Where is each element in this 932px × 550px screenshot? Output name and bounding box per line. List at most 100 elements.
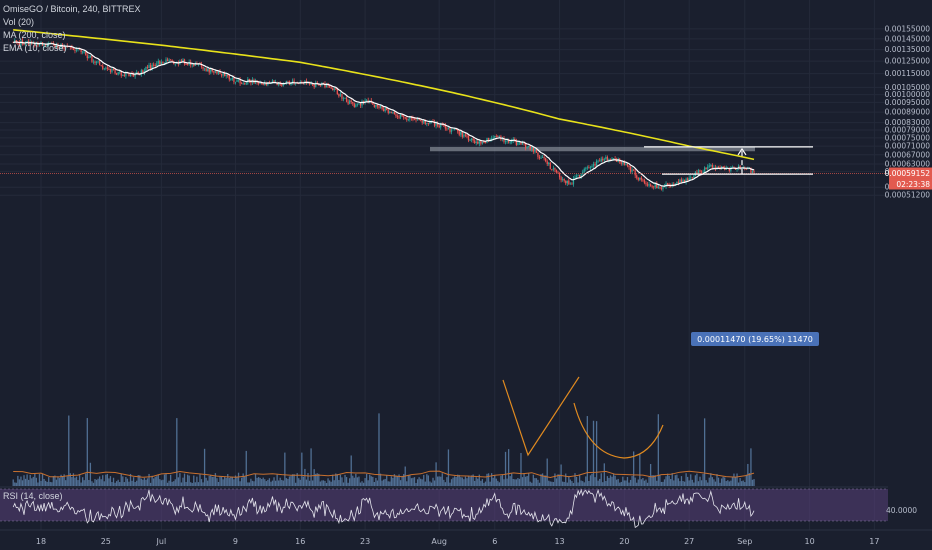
volume-bar xyxy=(69,473,71,486)
volume-bar xyxy=(504,451,507,486)
volume-bar xyxy=(728,481,730,486)
candle-body xyxy=(492,137,494,139)
volume-bar xyxy=(449,482,451,486)
volume-bar xyxy=(529,481,531,486)
volume-bar xyxy=(224,477,226,486)
candle-body xyxy=(168,59,170,61)
volume-ma-line xyxy=(13,470,755,479)
candle-body xyxy=(540,157,542,159)
volume-bar xyxy=(653,475,655,486)
candle-body xyxy=(114,69,116,74)
volume-bar xyxy=(356,477,359,486)
volume-bar xyxy=(279,477,281,486)
volume-bar xyxy=(474,480,476,486)
candle-body xyxy=(461,131,463,137)
volume-bar xyxy=(333,480,335,486)
volume-bar xyxy=(720,478,723,486)
candle-body xyxy=(282,83,284,86)
volume-bar xyxy=(364,478,366,486)
volume-bar xyxy=(461,477,463,486)
candle-body xyxy=(227,74,229,76)
volume-bar xyxy=(625,480,627,486)
volume-bar xyxy=(376,480,379,486)
volume-bar xyxy=(543,475,545,486)
volume-bar xyxy=(568,475,570,486)
candle-body xyxy=(384,107,386,112)
candle-body xyxy=(58,47,61,49)
volume-bar xyxy=(220,476,223,486)
rsi-label[interactable]: RSI (14, close) xyxy=(3,491,63,501)
price-tick-label: 0.00089000 xyxy=(885,108,931,117)
volume-bar xyxy=(344,474,346,486)
volume-bar xyxy=(74,477,76,486)
candle-body xyxy=(682,179,684,183)
volume-bar xyxy=(338,480,340,486)
volume-bar xyxy=(231,476,234,486)
candle-body xyxy=(214,71,217,73)
volume-bar xyxy=(460,477,462,486)
time-axis[interactable]: 1825Jul91623Aug6132027Sep101724 xyxy=(0,529,932,550)
time-tick-label: Aug xyxy=(431,537,447,546)
candle-body xyxy=(546,161,548,165)
time-tick-label: 6 xyxy=(492,537,497,546)
volume-bar xyxy=(153,478,155,486)
candle-body xyxy=(575,176,578,178)
volume-bar xyxy=(670,479,672,486)
volume-bar xyxy=(673,480,675,486)
volume-bar xyxy=(631,476,633,486)
volume-bar xyxy=(324,480,326,486)
symbol-label[interactable]: OmiseGO / Bitcoin, 240, BITTREX xyxy=(3,4,141,14)
candle-body xyxy=(503,138,505,142)
ma-label[interactable]: MA (200, close) xyxy=(3,30,66,40)
volume-bar xyxy=(599,478,601,486)
price-tick-label: 0.00079000 xyxy=(885,126,931,135)
candle-body xyxy=(654,182,656,188)
candle-body xyxy=(339,94,342,97)
volume-bar xyxy=(548,480,550,486)
volume-bar xyxy=(401,475,403,486)
candle-body xyxy=(122,74,124,76)
vol-label[interactable]: Vol (20) xyxy=(3,17,35,27)
volume-bar xyxy=(248,482,250,486)
candle-body xyxy=(353,103,355,107)
candle-body xyxy=(85,51,87,56)
candle-body xyxy=(663,186,666,188)
candle-body xyxy=(504,141,507,143)
volume-bar xyxy=(319,481,321,486)
candle-body xyxy=(413,119,416,121)
volume-bar xyxy=(302,476,305,486)
candle-body xyxy=(446,128,448,130)
volume-bar xyxy=(17,475,19,486)
volume-bar xyxy=(674,475,676,486)
candle-body xyxy=(577,175,579,177)
candle-body xyxy=(599,160,601,162)
candle-body xyxy=(521,142,524,145)
volume-bar xyxy=(341,477,343,486)
candle-body xyxy=(333,88,335,91)
volume-bar xyxy=(122,476,124,486)
volume-bar xyxy=(299,479,301,486)
current-price-tag xyxy=(889,167,932,179)
volume-bar xyxy=(119,482,121,486)
volume-bar xyxy=(259,477,261,486)
candle-body xyxy=(185,64,187,65)
volume-bar xyxy=(240,477,243,486)
volume-bar xyxy=(154,476,156,486)
candle-body xyxy=(676,181,678,184)
volume-bar xyxy=(595,421,598,486)
volume-bar xyxy=(714,481,717,486)
candle-body xyxy=(14,40,16,43)
volume-bar xyxy=(253,481,255,486)
candle-body xyxy=(555,169,558,173)
volume-bar xyxy=(31,478,33,486)
volume-bar xyxy=(534,478,536,486)
candle-body xyxy=(713,167,715,168)
candle-body xyxy=(666,183,669,185)
candle-body xyxy=(211,69,213,72)
volume-bar xyxy=(410,478,413,486)
volume-bar xyxy=(15,482,17,486)
ema-label[interactable]: EMA (10, close) xyxy=(3,43,67,53)
candle-body xyxy=(436,123,439,126)
